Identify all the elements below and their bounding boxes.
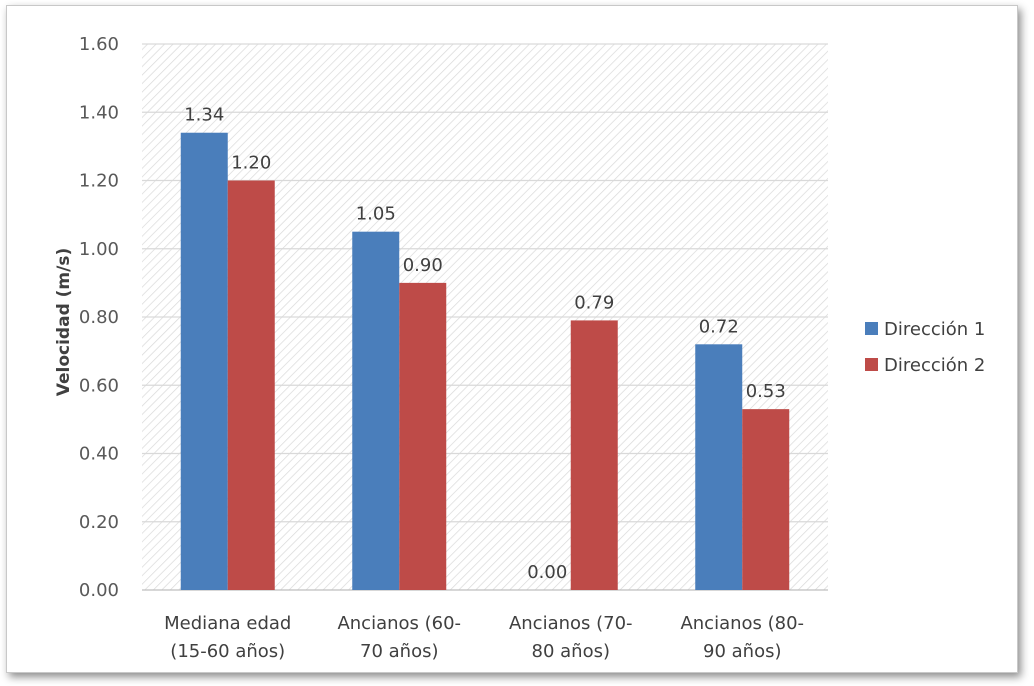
y-tick-label: 1.40: [79, 102, 119, 123]
data-label: 1.20: [231, 153, 271, 174]
bar: [352, 232, 399, 590]
data-label: 0.00: [527, 562, 567, 583]
bar: [742, 409, 789, 590]
y-tick-label: 0.20: [79, 512, 119, 533]
y-tick-label: 0.00: [79, 580, 119, 601]
data-label: 0.90: [403, 255, 443, 276]
y-axis-title: Velocidad (m/s): [54, 248, 74, 396]
x-category-label: 90 años): [703, 641, 781, 662]
x-category-label: Ancianos (80-: [680, 613, 804, 634]
legend: Dirección 1 Dirección 2: [865, 319, 985, 376]
data-label: 0.79: [574, 292, 614, 313]
y-tick-label: 1.60: [79, 34, 119, 55]
x-category-label: 80 años): [532, 641, 610, 662]
bar: [399, 283, 446, 590]
x-axis-category-labels: Mediana edad (15-60 años) Ancianos (60- 70 …: [164, 613, 804, 662]
data-label: 0.53: [746, 381, 786, 402]
data-label: 1.05: [356, 204, 396, 225]
legend-swatch: [865, 322, 878, 335]
y-tick-label: 1.00: [79, 239, 119, 260]
chart-frame: 1.34 1.20 1.05 0.90 0.00 0.79 0.72 0.53 0.00 0.2…: [6, 5, 1018, 673]
x-category-label: Ancianos (60-: [337, 613, 461, 634]
data-label: 1.34: [184, 105, 224, 126]
y-tick-label: 0.40: [79, 444, 119, 465]
bar: [571, 320, 618, 590]
x-category-label: Mediana edad: [164, 613, 291, 634]
y-tick-label: 0.80: [79, 307, 119, 328]
bar-chart: 1.34 1.20 1.05 0.90 0.00 0.79 0.72 0.53 0.00 0.2…: [7, 6, 1017, 672]
data-label: 0.72: [699, 316, 739, 337]
bar: [228, 181, 275, 591]
y-tick-label: 0.60: [79, 375, 119, 396]
x-category-label: (15-60 años): [170, 641, 285, 662]
legend-label: Dirección 2: [884, 355, 985, 376]
bar: [181, 133, 228, 590]
legend-swatch: [865, 358, 878, 371]
legend-label: Dirección 1: [884, 319, 985, 340]
y-tick-label: 1.20: [79, 171, 119, 192]
x-category-label: 70 años): [360, 641, 438, 662]
y-axis-tick-labels: 0.00 0.20 0.40 0.60 0.80 1.00 1.20 1.40 1.60: [79, 34, 119, 601]
x-category-label: Ancianos (70-: [509, 613, 633, 634]
bar: [695, 344, 742, 590]
